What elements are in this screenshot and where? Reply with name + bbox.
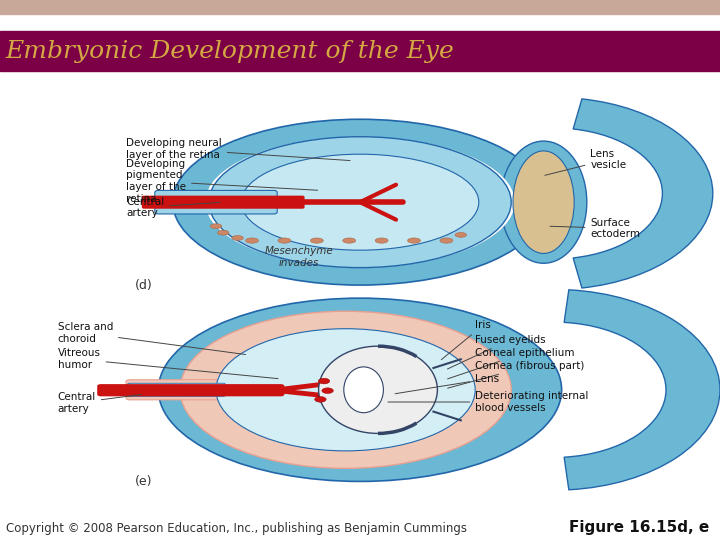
Ellipse shape	[246, 238, 258, 243]
Text: Figure 16.15d, e: Figure 16.15d, e	[569, 519, 709, 535]
Ellipse shape	[241, 154, 479, 250]
Ellipse shape	[217, 231, 229, 235]
Text: Surface
ectoderm: Surface ectoderm	[550, 218, 640, 239]
Ellipse shape	[440, 238, 453, 243]
Text: Sclera and
choroid: Sclera and choroid	[58, 322, 246, 355]
Ellipse shape	[455, 233, 467, 237]
Text: Lens
vesicle: Lens vesicle	[545, 148, 626, 176]
Text: (d): (d)	[135, 279, 153, 292]
Wedge shape	[564, 290, 720, 490]
Ellipse shape	[408, 238, 420, 243]
Text: Iris: Iris	[441, 320, 491, 360]
Text: Mesenchyme
invades: Mesenchyme invades	[264, 246, 333, 267]
Text: Central
artery: Central artery	[58, 392, 141, 414]
Ellipse shape	[210, 224, 222, 228]
Text: Deteriorating internal
blood vessels: Deteriorating internal blood vessels	[388, 391, 588, 413]
Ellipse shape	[375, 238, 388, 243]
Ellipse shape	[209, 137, 511, 268]
Text: (e): (e)	[135, 475, 153, 488]
Text: Vitreous
humor: Vitreous humor	[58, 348, 278, 379]
Wedge shape	[573, 99, 713, 288]
Text: Copyright © 2008 Pearson Education, Inc., publishing as Benjamin Cummings: Copyright © 2008 Pearson Education, Inc.…	[6, 522, 467, 535]
Ellipse shape	[344, 367, 384, 413]
FancyBboxPatch shape	[155, 191, 277, 214]
Text: Developing
pigmented
layer of the
retina: Developing pigmented layer of the retina	[126, 159, 318, 204]
FancyBboxPatch shape	[142, 195, 305, 202]
Text: Cornea (fibrous part): Cornea (fibrous part)	[448, 361, 585, 388]
Ellipse shape	[513, 151, 575, 253]
Text: Lens: Lens	[395, 374, 500, 394]
FancyBboxPatch shape	[97, 384, 284, 396]
Text: Fused eyelids: Fused eyelids	[447, 335, 546, 369]
Ellipse shape	[232, 235, 243, 240]
Ellipse shape	[173, 119, 547, 285]
Text: Developing neural
layer of the retina: Developing neural layer of the retina	[126, 138, 350, 160]
Ellipse shape	[216, 329, 475, 451]
FancyBboxPatch shape	[127, 383, 225, 396]
Bar	[58, 80, 662, 289]
Ellipse shape	[205, 137, 515, 268]
Ellipse shape	[158, 298, 562, 482]
Ellipse shape	[322, 388, 333, 394]
Ellipse shape	[180, 311, 511, 468]
Ellipse shape	[315, 396, 326, 402]
Ellipse shape	[319, 346, 438, 434]
Ellipse shape	[318, 378, 330, 384]
Text: Central
artery: Central artery	[126, 197, 220, 218]
Bar	[58, 294, 662, 495]
Ellipse shape	[310, 238, 323, 243]
FancyBboxPatch shape	[126, 380, 234, 400]
FancyBboxPatch shape	[142, 202, 305, 209]
Ellipse shape	[343, 238, 356, 243]
Text: Embryonic Development of the Eye: Embryonic Development of the Eye	[6, 40, 454, 63]
Ellipse shape	[278, 238, 291, 243]
Text: Corneal epithelium: Corneal epithelium	[448, 348, 575, 379]
Ellipse shape	[500, 141, 587, 264]
